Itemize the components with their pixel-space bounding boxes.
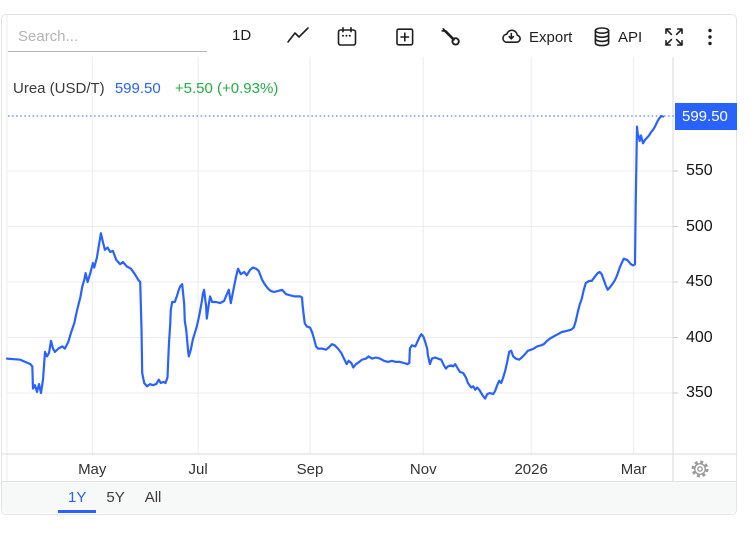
y-tick-label: 550: [686, 162, 713, 179]
gear-icon: [691, 460, 709, 478]
line-chart-icon: [287, 27, 309, 43]
fullscreen-button[interactable]: [662, 25, 686, 49]
tools-button[interactable]: [439, 25, 463, 49]
api-button[interactable]: API: [591, 25, 642, 49]
calendar-icon: [337, 26, 357, 46]
y-tick-label: 400: [686, 328, 713, 346]
database-icon: [594, 27, 610, 47]
y-tick-label: 450: [686, 273, 713, 290]
y-tick-label: 350: [686, 384, 713, 401]
more-menu-button[interactable]: [703, 25, 717, 49]
price-change: +5.50 (+0.93%): [174, 80, 279, 97]
search-field[interactable]: [8, 24, 207, 52]
last-price: 599.50: [114, 80, 161, 97]
instrument-name: Urea (USD/T): [13, 80, 105, 97]
export-cloud-icon: [502, 29, 521, 44]
range-tab-1y[interactable]: 1Y: [58, 482, 97, 513]
range-tab-all[interactable]: All: [144, 489, 162, 506]
fullscreen-expand-icon: [665, 28, 683, 46]
x-tick-label: May: [78, 461, 107, 478]
current-price-badge: 599.50: [675, 102, 737, 130]
export-label: Export: [529, 28, 573, 46]
add-compare-button[interactable]: [393, 25, 417, 49]
x-tick-label: Mar: [620, 461, 647, 478]
interval-selector[interactable]: 1D: [232, 27, 252, 44]
instrument-header: Urea (USD/T) 599.50 +5.50 (+0.93%): [13, 80, 278, 97]
settings-button[interactable]: [689, 458, 711, 485]
wrench-icon: [441, 28, 460, 46]
x-tick-label: Sep: [296, 461, 324, 478]
export-button[interactable]: Export: [499, 25, 572, 49]
x-tick-label: Jul: [188, 461, 208, 478]
range-tab-5y[interactable]: 5Y: [106, 489, 125, 506]
chart-type-button[interactable]: [285, 25, 311, 47]
x-tick-label: 2026: [514, 461, 548, 478]
x-tick-label: Nov: [409, 461, 437, 478]
plus-square-icon: [396, 28, 414, 46]
kebab-menu-icon: [708, 28, 712, 46]
price-line-series: [5, 114, 665, 400]
date-range-button[interactable]: [335, 25, 359, 49]
range-tabbar: 1Y 5Y All: [2, 481, 736, 513]
search-input[interactable]: [8, 24, 207, 52]
y-tick-label: 500: [686, 217, 713, 235]
api-label: API: [618, 28, 643, 46]
